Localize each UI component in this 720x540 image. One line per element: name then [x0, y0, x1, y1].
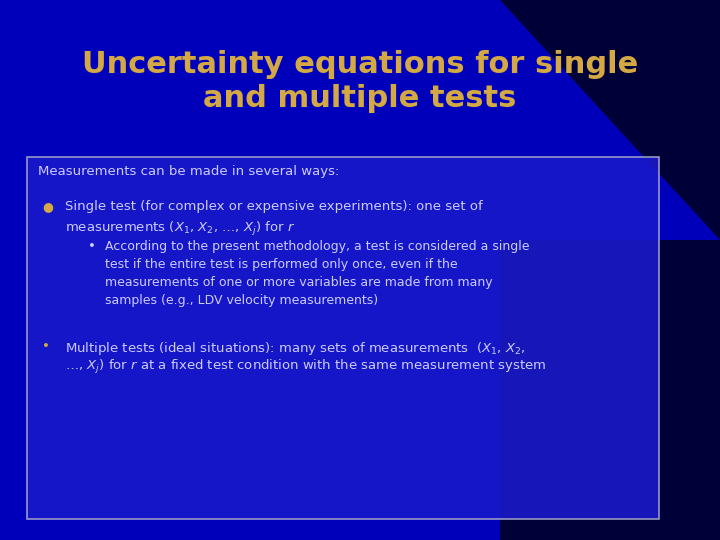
Text: •: •	[88, 240, 96, 253]
Text: According to the present methodology, a test is considered a single: According to the present methodology, a …	[105, 240, 529, 253]
Text: samples (e.g., LDV velocity measurements): samples (e.g., LDV velocity measurements…	[105, 294, 378, 307]
Text: •: •	[42, 340, 50, 353]
Text: measurements ($X_1$, $X_2$, …, $X_j$) for $r$: measurements ($X_1$, $X_2$, …, $X_j$) fo…	[65, 220, 295, 238]
FancyBboxPatch shape	[27, 157, 659, 519]
Polygon shape	[500, 0, 720, 240]
Text: test if the entire test is performed only once, even if the: test if the entire test is performed onl…	[105, 258, 458, 271]
Text: Measurements can be made in several ways:: Measurements can be made in several ways…	[38, 165, 339, 178]
Text: ●: ●	[42, 200, 53, 213]
Text: Uncertainty equations for single
and multiple tests: Uncertainty equations for single and mul…	[82, 50, 638, 113]
Text: Multiple tests (ideal situations): many sets of measurements  ($X_1$, $X_2$,: Multiple tests (ideal situations): many …	[65, 340, 526, 357]
Text: measurements of one or more variables are made from many: measurements of one or more variables ar…	[105, 276, 492, 289]
Text: Single test (for complex or expensive experiments): one set of: Single test (for complex or expensive ex…	[65, 200, 482, 213]
Bar	[500, 240, 720, 540]
Text: …, $X_j$) for $r$ at a fixed test condition with the same measurement system: …, $X_j$) for $r$ at a fixed test condit…	[65, 358, 546, 376]
